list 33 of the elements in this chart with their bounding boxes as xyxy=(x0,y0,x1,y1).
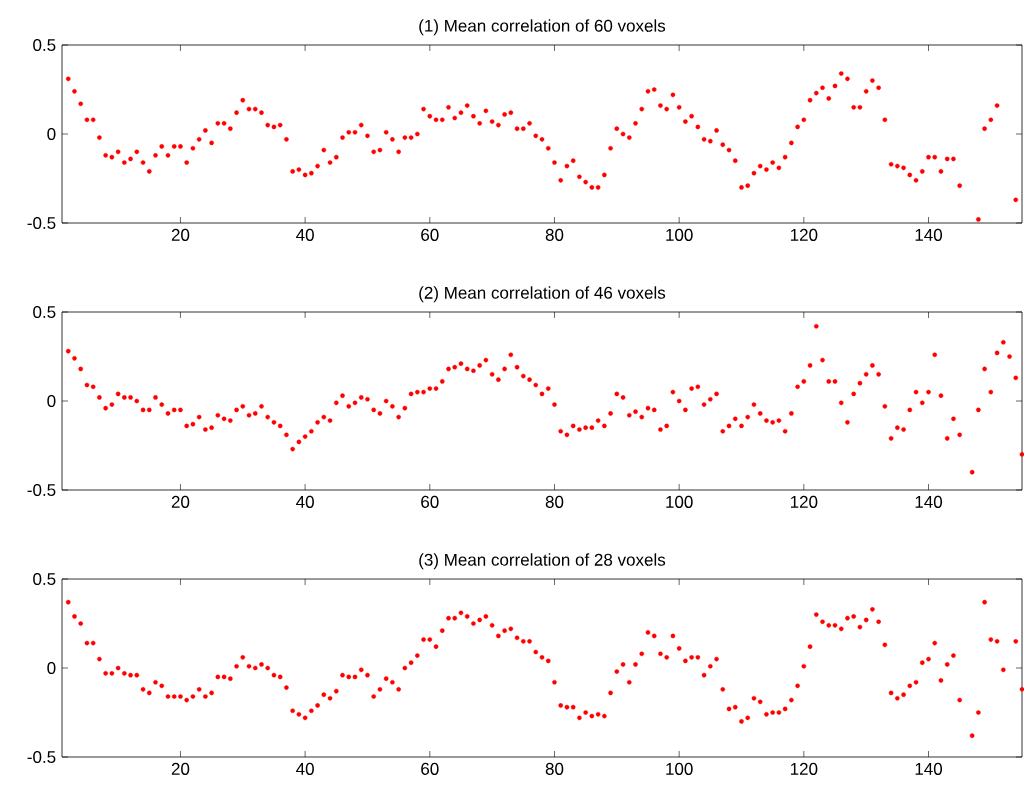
x-tick-label: 80 xyxy=(545,228,564,241)
x-tick-label: 20 xyxy=(171,495,190,508)
y-tick-label: -0.5 xyxy=(27,750,56,764)
y-tick-label: 0 xyxy=(47,394,56,408)
x-tick-label: 140 xyxy=(915,495,943,508)
x-tick-label: 40 xyxy=(296,495,314,508)
chart-title: (3) Mean correlation of 28 voxels xyxy=(419,553,666,570)
x-tick-label: 60 xyxy=(421,495,439,508)
x-tick-label: 40 xyxy=(296,762,314,775)
x-tick-label: 100 xyxy=(666,228,693,241)
chart-title: (1) Mean correlation of 60 voxels xyxy=(419,19,666,36)
chart-title: (2) Mean correlation of 46 voxels xyxy=(419,286,666,303)
x-tick-label: 80 xyxy=(545,762,564,775)
y-tick-label: 0.5 xyxy=(33,572,56,586)
x-tick-label: 120 xyxy=(790,228,818,241)
x-tick-label: 20 xyxy=(171,228,190,241)
x-tick-label: 20 xyxy=(171,762,190,775)
x-tick-label: 80 xyxy=(545,495,564,508)
y-tick-label: -0.5 xyxy=(27,483,56,497)
y-tick-label: 0 xyxy=(47,127,56,141)
x-tick-label: 60 xyxy=(421,228,439,241)
y-tick-label: 0.5 xyxy=(33,305,56,319)
x-tick-label: 120 xyxy=(790,495,818,508)
x-tick-label: 120 xyxy=(790,762,818,775)
y-tick-label: 0 xyxy=(47,661,56,675)
x-tick-label: 100 xyxy=(666,762,693,775)
x-tick-label: 100 xyxy=(666,495,693,508)
y-tick-label: -0.5 xyxy=(27,216,56,230)
x-tick-label: 60 xyxy=(421,762,439,775)
x-tick-label: 140 xyxy=(915,762,943,775)
x-tick-label: 140 xyxy=(915,228,943,241)
x-tick-label: 40 xyxy=(296,228,314,241)
y-tick-label: 0.5 xyxy=(33,38,56,52)
